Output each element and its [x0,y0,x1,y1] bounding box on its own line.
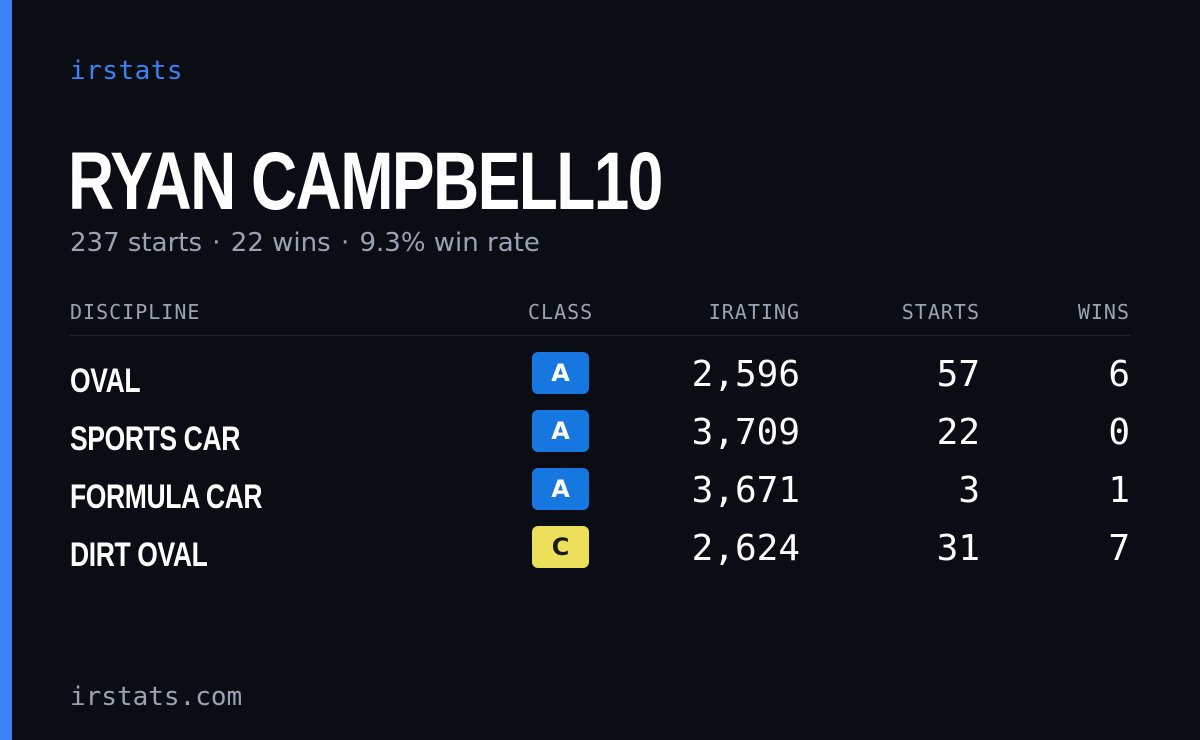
wins-value: 7 [1108,528,1130,569]
accent-bar [0,0,12,740]
separator: · [212,228,221,258]
starts-summary: 237 starts [70,228,202,258]
discipline-name: FORMULA CAR [70,478,263,516]
starts-value: 57 [936,354,980,395]
irating-value: 2,624 [691,528,800,569]
discipline-name: DIRT OVAL [70,536,208,574]
starts-value: 3 [958,470,980,511]
wins-value: 1 [1108,470,1130,511]
starts-value: 31 [936,528,980,569]
header-starts: STARTS [901,300,980,324]
footer-url: irstats.com [70,682,243,712]
wins-value: 6 [1108,354,1130,395]
class-badge: C [532,526,589,568]
discipline-name: SPORTS CAR [70,420,240,458]
table-row: SPORTS CAR A 3,709 22 0 [70,410,1130,468]
driver-name: RYAN CAMPBELL10 [68,136,663,227]
wins-summary: 22 wins [230,228,331,258]
license-table: DISCIPLINE CLASS IRATING STARTS WINS OVA… [70,298,1130,584]
class-badge: A [532,410,589,452]
discipline-name: OVAL [70,362,141,400]
winrate-summary: 9.3% win rate [359,228,540,258]
header-irating: IRATING [708,300,800,324]
class-badge: A [532,468,589,510]
header-class: CLASS [528,300,594,324]
table-row: OVAL A 2,596 57 6 [70,352,1130,410]
wins-value: 0 [1108,412,1130,453]
brand-logo: irstats [70,56,184,86]
table-row: DIRT OVAL C 2,624 31 7 [70,526,1130,584]
irating-value: 2,596 [691,354,800,395]
table-header: DISCIPLINE CLASS IRATING STARTS WINS [70,298,1130,336]
header-wins: WINS [1077,300,1130,324]
separator: · [340,228,350,258]
table-row: FORMULA CAR A 3,671 3 1 [70,468,1130,526]
starts-value: 22 [936,412,980,453]
table-body: OVAL A 2,596 57 6 SPORTS CAR A 3,709 22 … [70,336,1130,584]
class-badge: A [532,352,589,394]
driver-summary: 237 starts · 22 wins · 9.3% win rate [70,228,540,258]
irating-value: 3,671 [691,470,800,511]
irating-value: 3,709 [691,412,800,453]
header-discipline: DISCIPLINE [70,300,201,324]
